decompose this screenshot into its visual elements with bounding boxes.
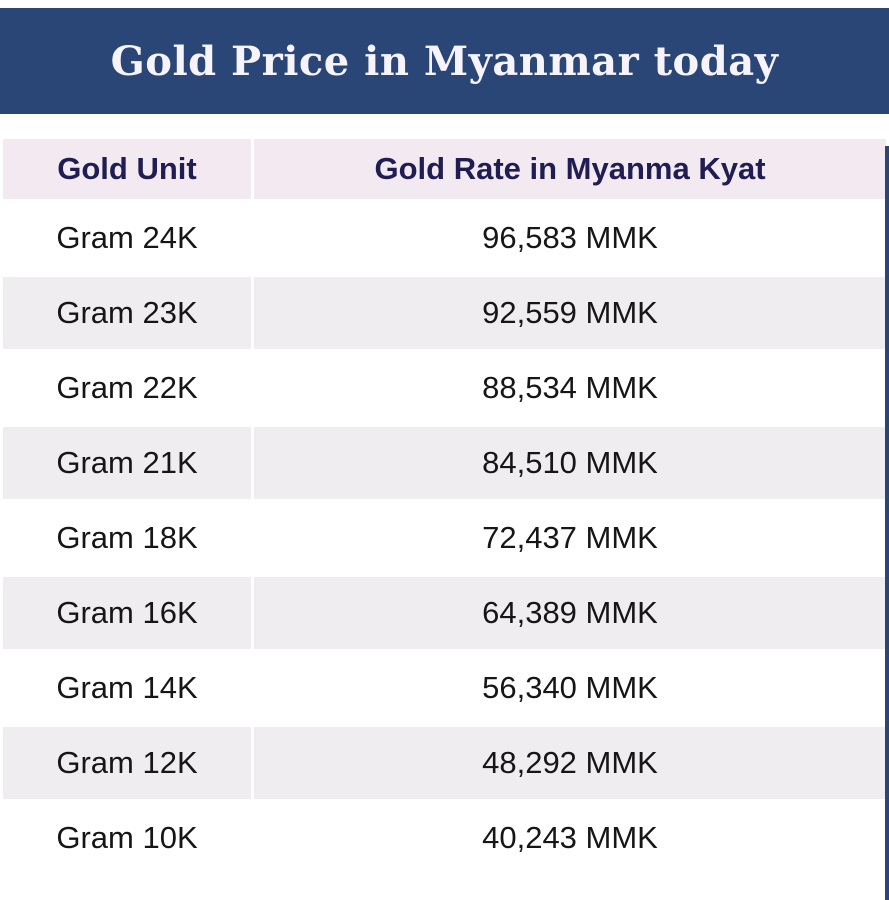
gold-unit-cell: Gram 14K bbox=[3, 652, 251, 724]
gold-rate-cell: 84,510 MMK bbox=[254, 427, 886, 499]
gold-rate-cell: 88,534 MMK bbox=[254, 352, 886, 424]
table-row: Gram 14K 56,340 MMK bbox=[3, 652, 886, 724]
gold-unit-cell: Gram 12K bbox=[3, 727, 251, 799]
gold-rate-cell: 40,243 MMK bbox=[254, 802, 886, 874]
column-header-gold-unit: Gold Unit bbox=[3, 139, 251, 199]
gold-unit-cell: Gram 24K bbox=[3, 202, 251, 274]
gold-rate-cell: 92,559 MMK bbox=[254, 277, 886, 349]
page-title: Gold Price in Myanmar today bbox=[110, 37, 779, 85]
table-row: Gram 24K 96,583 MMK bbox=[3, 202, 886, 274]
table-row: Gram 23K 92,559 MMK bbox=[3, 277, 886, 349]
gold-rate-cell: 56,340 MMK bbox=[254, 652, 886, 724]
page-header-banner: Gold Price in Myanmar today bbox=[0, 8, 889, 114]
gold-rate-cell: 96,583 MMK bbox=[254, 202, 886, 274]
table-row: Gram 21K 84,510 MMK bbox=[3, 427, 886, 499]
table-row: Gram 12K 48,292 MMK bbox=[3, 727, 886, 799]
gold-unit-cell: Gram 10K bbox=[3, 802, 251, 874]
page: Gold Price in Myanmar today Gold Unit Go… bbox=[0, 8, 889, 900]
table-row: Gram 16K 64,389 MMK bbox=[3, 577, 886, 649]
gold-unit-cell: Gram 16K bbox=[3, 577, 251, 649]
table-header-row: Gold Unit Gold Rate in Myanma Kyat bbox=[3, 139, 886, 199]
gold-unit-cell: Gram 18K bbox=[3, 502, 251, 574]
gold-rate-cell: 64,389 MMK bbox=[254, 577, 886, 649]
gold-unit-cell: Gram 23K bbox=[3, 277, 251, 349]
gold-price-table-container: Gold Unit Gold Rate in Myanma Kyat Gram … bbox=[0, 136, 889, 877]
right-edge-divider bbox=[885, 146, 889, 900]
gold-rate-cell: 48,292 MMK bbox=[254, 727, 886, 799]
gold-unit-cell: Gram 22K bbox=[3, 352, 251, 424]
table-body: Gram 24K 96,583 MMK Gram 23K 92,559 MMK … bbox=[3, 202, 886, 874]
gold-rate-cell: 72,437 MMK bbox=[254, 502, 886, 574]
gold-unit-cell: Gram 21K bbox=[3, 427, 251, 499]
table-row: Gram 18K 72,437 MMK bbox=[3, 502, 886, 574]
table-row: Gram 22K 88,534 MMK bbox=[3, 352, 886, 424]
table-row: Gram 10K 40,243 MMK bbox=[3, 802, 886, 874]
column-header-gold-rate: Gold Rate in Myanma Kyat bbox=[254, 139, 886, 199]
gold-price-table: Gold Unit Gold Rate in Myanma Kyat Gram … bbox=[0, 136, 889, 877]
